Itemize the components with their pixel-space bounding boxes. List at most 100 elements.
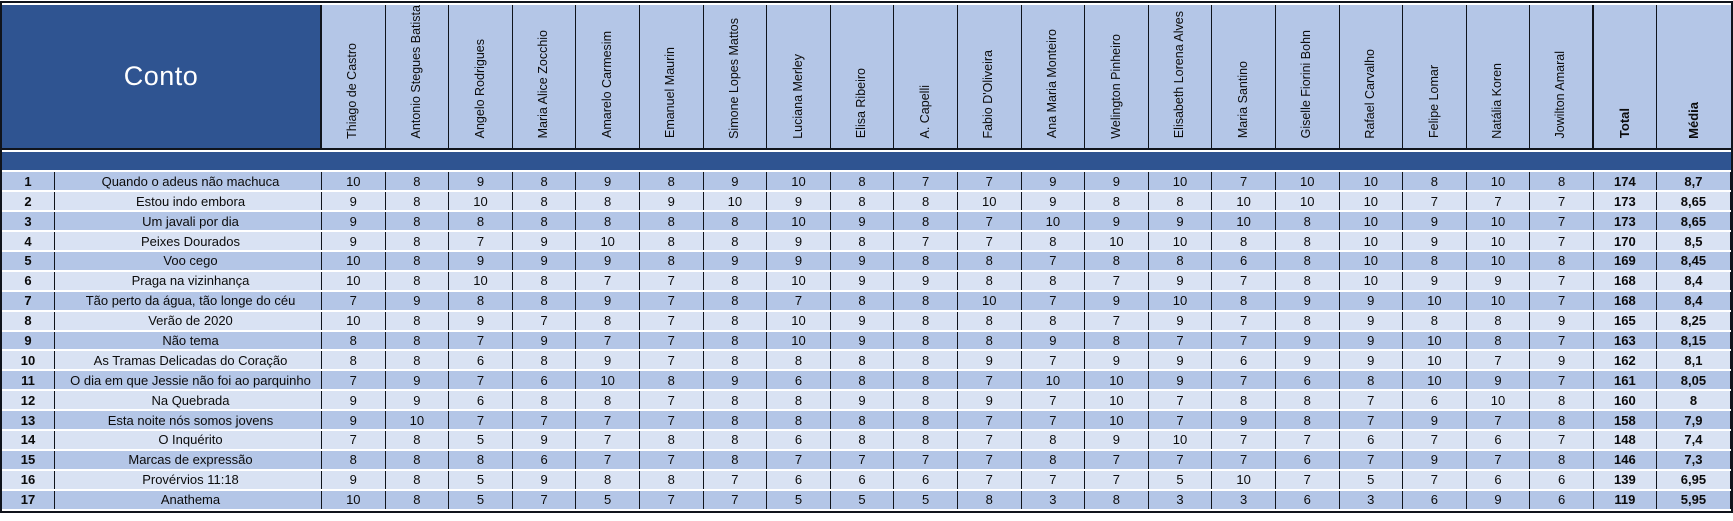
score-cell[interactable]: 8 — [449, 212, 513, 231]
score-cell[interactable]: 7 — [1403, 192, 1467, 211]
judge-column-header[interactable]: Amarelo Carmesim — [576, 5, 640, 151]
score-cell[interactable]: 8 — [385, 212, 450, 231]
score-cell[interactable]: 7 — [1085, 271, 1149, 290]
score-cell[interactable]: 6 — [1212, 252, 1276, 270]
total-cell[interactable]: 173 — [1593, 192, 1657, 211]
score-cell[interactable]: 10 — [576, 232, 640, 250]
score-cell[interactable]: 8 — [1275, 391, 1340, 410]
row-rank-cell[interactable]: 14 — [2, 431, 55, 449]
score-cell[interactable]: 10 — [957, 192, 1022, 211]
score-cell[interactable]: 7 — [1275, 470, 1340, 489]
score-cell[interactable]: 7 — [1021, 391, 1086, 410]
story-title-cell[interactable]: O dia em que Jessie não foi ao parquinho — [55, 371, 322, 390]
score-cell[interactable]: 10 — [322, 490, 386, 509]
judge-column-header[interactable]: Fabio D'Oliveira — [957, 5, 1022, 151]
score-cell[interactable]: 7 — [1530, 192, 1594, 211]
score-cell[interactable]: 8 — [1085, 252, 1149, 270]
score-cell[interactable]: 9 — [830, 311, 895, 330]
judge-column-header[interactable]: Elisabeth Lorena Alves — [1148, 5, 1213, 151]
row-rank-cell[interactable]: 17 — [2, 490, 55, 509]
score-cell[interactable]: 8 — [767, 411, 831, 430]
score-cell[interactable]: 10 — [1275, 172, 1340, 191]
row-rank-cell[interactable]: 3 — [2, 212, 55, 231]
score-cell[interactable]: 8 — [385, 351, 450, 370]
score-cell[interactable]: 7 — [1148, 331, 1213, 350]
score-cell[interactable]: 8 — [385, 311, 450, 330]
score-cell[interactable]: 6 — [512, 371, 577, 390]
row-rank-cell[interactable]: 1 — [2, 172, 55, 191]
score-cell[interactable]: 8 — [957, 331, 1022, 350]
row-rank-cell[interactable]: 10 — [2, 351, 55, 370]
score-cell[interactable]: 7 — [1212, 450, 1276, 469]
score-cell[interactable]: 8 — [449, 291, 513, 310]
score-cell[interactable]: 7 — [512, 490, 577, 509]
score-cell[interactable]: 8 — [894, 431, 958, 449]
score-cell[interactable]: 9 — [830, 252, 895, 270]
score-cell[interactable]: 8 — [639, 212, 704, 231]
score-cell[interactable]: 6 — [1275, 490, 1340, 509]
judge-column-header[interactable]: Rafael Carvalho — [1339, 5, 1404, 151]
score-cell[interactable]: 8 — [1530, 252, 1594, 270]
score-cell[interactable]: 10 — [767, 212, 831, 231]
score-cell[interactable]: 8 — [1212, 291, 1276, 310]
score-cell[interactable]: 7 — [1339, 391, 1404, 410]
score-cell[interactable]: 9 — [1466, 490, 1531, 509]
score-cell[interactable]: 8 — [385, 232, 450, 250]
score-cell[interactable]: 8 — [1530, 172, 1594, 191]
score-cell[interactable]: 8 — [385, 450, 450, 469]
score-cell[interactable]: 9 — [1148, 311, 1213, 330]
judge-column-header[interactable]: Emanuel Maurin — [639, 5, 704, 151]
score-cell[interactable]: 7 — [1212, 311, 1276, 330]
media-cell[interactable]: 8,4 — [1656, 291, 1731, 310]
media-cell[interactable]: 8,4 — [1656, 271, 1731, 290]
score-cell[interactable]: 7 — [1403, 470, 1467, 489]
score-cell[interactable]: 9 — [703, 371, 768, 390]
score-cell[interactable]: 7 — [639, 351, 704, 370]
score-cell[interactable]: 8 — [1021, 431, 1086, 449]
score-cell[interactable]: 5 — [1148, 470, 1213, 489]
score-cell[interactable]: 10 — [1275, 192, 1340, 211]
score-cell[interactable]: 7 — [1021, 470, 1086, 489]
score-cell[interactable]: 9 — [957, 391, 1022, 410]
score-cell[interactable]: 8 — [1466, 331, 1531, 350]
score-cell[interactable]: 8 — [830, 351, 895, 370]
score-cell[interactable]: 6 — [1275, 450, 1340, 469]
total-cell[interactable]: 170 — [1593, 232, 1657, 250]
score-cell[interactable]: 10 — [1021, 212, 1086, 231]
total-cell[interactable]: 169 — [1593, 252, 1657, 270]
score-cell[interactable]: 7 — [1530, 371, 1594, 390]
score-cell[interactable]: 7 — [957, 411, 1022, 430]
score-cell[interactable]: 10 — [1403, 371, 1467, 390]
score-cell[interactable]: 7 — [1530, 431, 1594, 449]
score-cell[interactable]: 10 — [1466, 172, 1531, 191]
score-cell[interactable]: 8 — [1275, 212, 1340, 231]
score-cell[interactable]: 8 — [894, 351, 958, 370]
score-cell[interactable]: 7 — [449, 411, 513, 430]
score-cell[interactable]: 8 — [1212, 391, 1276, 410]
score-cell[interactable]: 9 — [512, 470, 577, 489]
score-cell[interactable]: 7 — [639, 391, 704, 410]
score-cell[interactable]: 8 — [322, 351, 386, 370]
score-cell[interactable]: 10 — [1339, 232, 1404, 250]
score-cell[interactable]: 9 — [639, 192, 704, 211]
score-cell[interactable]: 8 — [1275, 411, 1340, 430]
score-cell[interactable]: 7 — [639, 331, 704, 350]
score-cell[interactable]: 10 — [1085, 391, 1149, 410]
media-cell[interactable]: 8,15 — [1656, 331, 1731, 350]
score-cell[interactable]: 7 — [957, 371, 1022, 390]
score-cell[interactable]: 7 — [639, 311, 704, 330]
story-title-cell[interactable]: Anathema — [55, 490, 322, 509]
score-cell[interactable]: 10 — [1212, 470, 1276, 489]
score-cell[interactable]: 8 — [576, 192, 640, 211]
score-cell[interactable]: 8 — [703, 291, 768, 310]
score-cell[interactable]: 7 — [639, 490, 704, 509]
total-cell[interactable]: 168 — [1593, 291, 1657, 310]
score-cell[interactable]: 3 — [1021, 490, 1086, 509]
score-cell[interactable]: 10 — [703, 192, 768, 211]
score-cell[interactable]: 8 — [703, 391, 768, 410]
score-cell[interactable]: 9 — [1148, 351, 1213, 370]
score-cell[interactable]: 9 — [1021, 172, 1086, 191]
score-cell[interactable]: 10 — [1148, 291, 1213, 310]
score-cell[interactable]: 9 — [576, 252, 640, 270]
score-cell[interactable]: 7 — [639, 450, 704, 469]
